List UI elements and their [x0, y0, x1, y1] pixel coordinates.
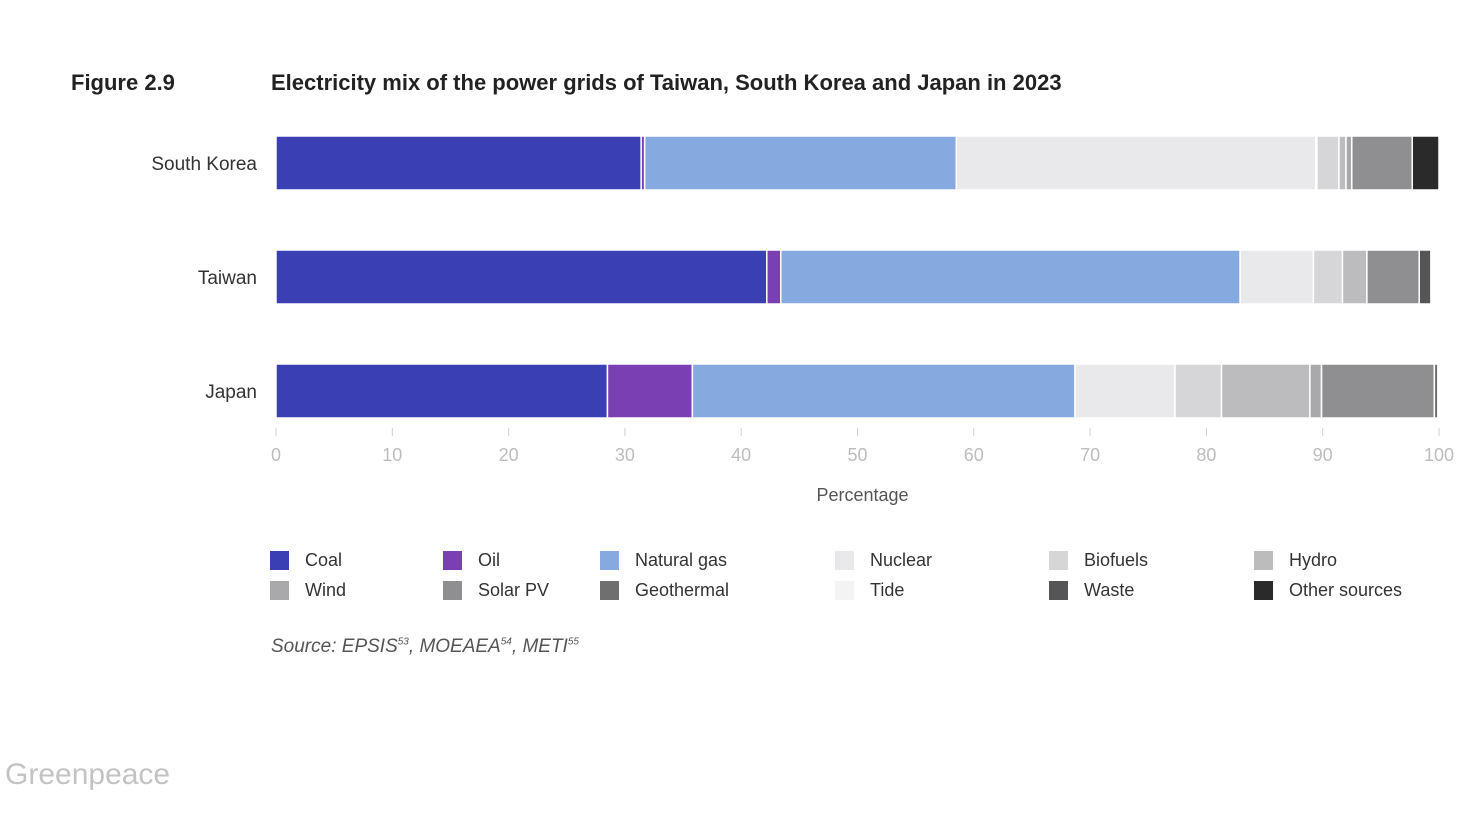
bar-segment-solar-pv [1366, 249, 1420, 305]
legend-label: Hydro [1289, 549, 1338, 570]
legend-label: Nuclear [870, 549, 933, 570]
legend-swatch [443, 580, 462, 600]
legend-swatch [835, 580, 854, 600]
bar-segment-oil [606, 363, 694, 419]
legend-label: Solar PV [478, 579, 550, 600]
source-name: EPSIS [341, 636, 398, 657]
bar-segment-natural-gas [643, 135, 958, 191]
x-tick-label: 0 [271, 445, 281, 465]
legend-swatch [1254, 580, 1273, 600]
figure-title: Electricity mix of the power grids of Ta… [271, 70, 1062, 95]
legend-item: Geothermal [600, 580, 835, 600]
source-note: Source: EPSIS53, MOEAEA54, METI55 [271, 636, 579, 657]
legend-swatch [600, 580, 619, 600]
legend-swatch [270, 580, 289, 600]
legend-label: Geothermal [635, 579, 730, 600]
source-ref: 54 [500, 636, 512, 648]
legend-label: Oil [478, 549, 500, 570]
legend-item: Oil [443, 550, 600, 570]
x-tick-label: 60 [964, 445, 984, 465]
source-prefix: Source: [271, 636, 342, 657]
legend-swatch [835, 550, 854, 570]
bar-segment-hydro [1338, 135, 1347, 191]
x-tick-label: 10 [382, 445, 402, 465]
legend-item: Coal [270, 550, 443, 570]
legend-item: Waste [1049, 580, 1254, 600]
legend-label: Wind [305, 579, 347, 600]
x-tick-label: 20 [499, 445, 519, 465]
bar-segment-wind [1309, 363, 1323, 419]
bar-segment-hydro [1341, 249, 1368, 305]
source-name: METI [522, 636, 568, 657]
bar-segment-biofuels [1312, 249, 1344, 305]
bar-segment-other-sources [1411, 135, 1440, 191]
legend-label: Tide [870, 579, 905, 600]
legend-label: Waste [1084, 579, 1135, 600]
legend-item: Solar PV [443, 580, 600, 600]
x-tick-label: 90 [1313, 445, 1333, 465]
stacked-bar-chart: South Korea Taiwan Japan 0 10 20 30 40 50 60 70 80 9… [151, 135, 1454, 505]
legend-item: Hydro [1254, 550, 1450, 570]
greenpeace-watermark: Greenpeace [5, 758, 171, 791]
legend-swatch [443, 550, 462, 570]
figure-label: Figure 2.9 [71, 70, 175, 95]
legend-item: Natural gas [600, 550, 835, 570]
bar-segment-solar-pv [1320, 363, 1436, 419]
bar-segment-biofuels [1316, 135, 1340, 191]
category-label: South Korea [151, 154, 257, 175]
bar-segment-natural-gas [691, 363, 1076, 419]
bar-segment-coal [275, 135, 642, 191]
legend-swatch [1049, 550, 1068, 570]
source-name: MOEAEA [419, 636, 501, 657]
bar-segment-hydro [1220, 363, 1311, 419]
bar-segment-nuclear [1239, 249, 1315, 305]
x-tick-label: 80 [1196, 445, 1216, 465]
legend-item: Nuclear [835, 550, 1049, 570]
bar-segment-nuclear [1074, 363, 1176, 419]
bar-segment-oil [766, 249, 782, 305]
legend-item: Biofuels [1049, 550, 1254, 570]
legend-swatch [1049, 580, 1068, 600]
legend-label: Biofuels [1084, 549, 1149, 570]
bar-segment-nuclear [955, 135, 1317, 191]
x-axis-label: Percentage [816, 485, 908, 505]
bar-segment-waste [1418, 249, 1432, 305]
legend-label: Coal [305, 549, 343, 570]
source-ref: 53 [397, 636, 409, 648]
bar-segment-geothermal [1433, 363, 1439, 419]
legend-item: Tide [835, 580, 1049, 600]
x-tick-label: 70 [1080, 445, 1100, 465]
bar-segment-coal [275, 363, 609, 419]
bar-segment-wind [1345, 135, 1353, 191]
legend-label: Natural gas [635, 549, 728, 570]
legend-label: Other sources [1289, 579, 1403, 600]
x-tick-label: 30 [615, 445, 635, 465]
category-label: Japan [205, 382, 257, 403]
x-tick-label: 100 [1424, 445, 1454, 465]
legend-swatch [600, 550, 619, 570]
bar-segment-natural-gas [779, 249, 1241, 305]
x-tick-label: 50 [847, 445, 867, 465]
legend-item: Other sources [1254, 580, 1450, 600]
legend-swatch [1254, 550, 1273, 570]
legend-item: Wind [270, 580, 443, 600]
category-label: Taiwan [198, 268, 257, 289]
bar-segment-solar-pv [1351, 135, 1414, 191]
source-ref: 55 [567, 636, 579, 648]
x-tick-label: 40 [731, 445, 751, 465]
chart-legend: Coal Oil Natural gas Nuclear Biofuels Hydro Wi… [270, 550, 1450, 600]
bar-segment-coal [275, 249, 768, 305]
legend-swatch [270, 550, 289, 570]
bar-segment-biofuels [1174, 363, 1223, 419]
